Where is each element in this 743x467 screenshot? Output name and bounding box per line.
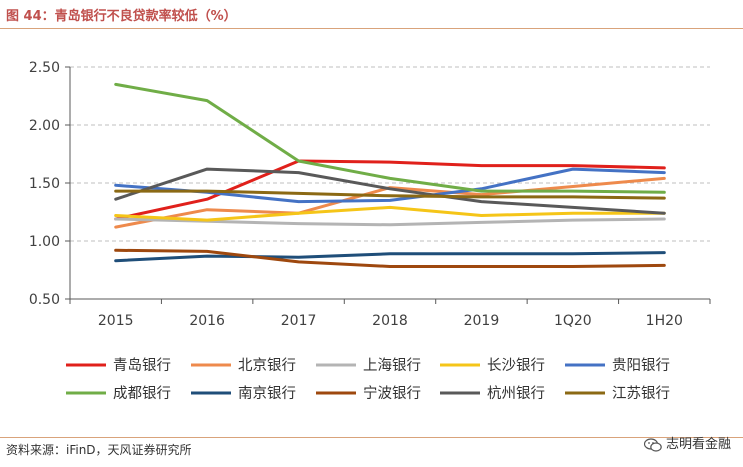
bottom-divider [0,437,743,438]
y-tick-label: 1.50 [29,176,60,192]
wechat-icon [643,437,662,452]
top-divider [0,28,743,29]
series-line-3 [114,205,666,222]
watermark-text: 志明看金融 [665,437,731,452]
series-lines [114,82,666,268]
source-note: 资料来源：iFinD，天风证券研究所 [6,443,192,457]
series-line-5 [114,82,666,194]
series-line-6 [114,251,666,263]
legend-label: 青岛银行 [113,357,171,374]
line-chart: 0.501.001.502.002.50 2015 2016 2017 2018 201… [29,60,711,402]
watermark: 志明看金融 [643,433,731,452]
y-tick-labels: 0.50 1.00 1.50 2.00 2.50 [29,60,60,308]
legend-label: 北京银行 [238,357,296,374]
y-tick-label: 2.50 [29,60,60,76]
x-tick-label: 2018 [372,313,408,329]
series-line-9 [114,189,666,200]
x-tick-label: 1H20 [646,313,683,329]
x-tick-label: 1Q20 [554,313,592,329]
x-tick-label: 2017 [281,313,317,329]
series-line-8 [114,167,666,215]
legend-label: 长沙银行 [487,357,545,374]
x-tick-labels: 2015 2016 2017 2018 2019 1Q20 1H20 [98,313,683,329]
legend-label: 上海银行 [363,357,421,374]
x-tick-label: 2016 [189,313,225,329]
y-tick-label: 0.50 [29,292,60,308]
x-tick-label: 2019 [464,313,500,329]
series-line-0 [114,159,666,221]
legend-label: 成都银行 [113,385,171,402]
legend-label: 江苏银行 [612,385,670,402]
legend-label: 贵阳银行 [612,357,670,374]
figure-title: 图 44：青岛银行不良贷款率较低（%） [6,9,237,24]
x-tick-label: 2015 [98,313,134,329]
axes [65,66,711,304]
y-tick-label: 2.00 [29,118,60,134]
y-tick-label: 1.00 [29,234,60,250]
legend-label: 南京银行 [238,385,296,402]
legend-label: 宁波银行 [363,385,421,402]
legend-label: 杭州银行 [487,385,545,402]
series-line-7 [114,248,666,268]
